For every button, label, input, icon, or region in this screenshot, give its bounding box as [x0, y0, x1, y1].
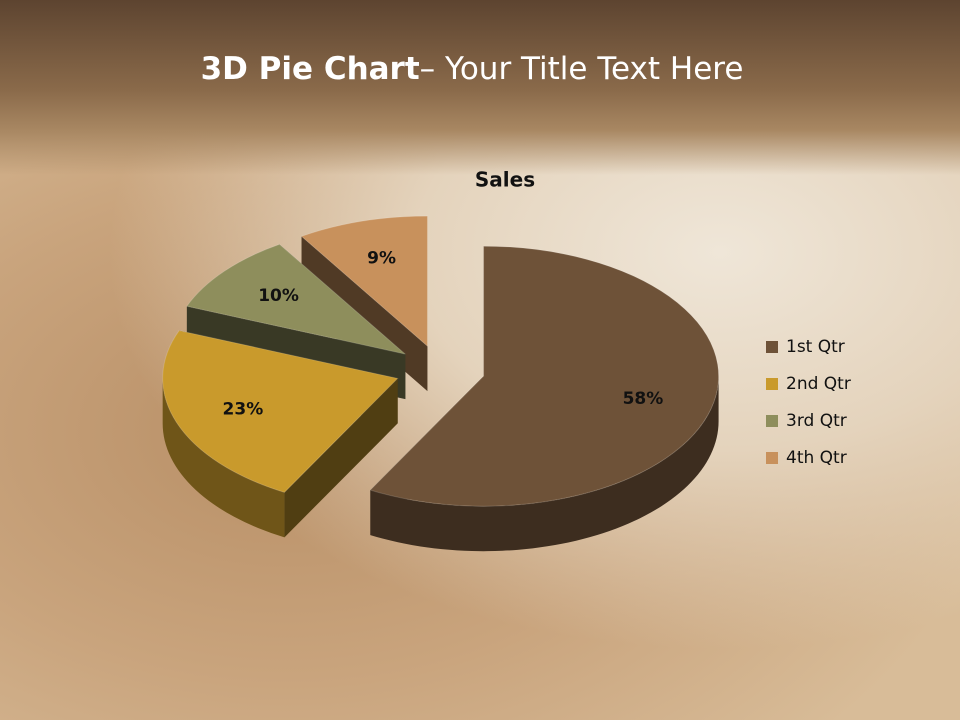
legend-label: 3rd Qtr [786, 411, 847, 431]
data-label: 58% [623, 389, 664, 409]
slice [185, 243, 406, 355]
legend-label: 4th Qtr [786, 448, 847, 468]
slice [369, 245, 720, 507]
data-label: 23% [223, 399, 264, 419]
pie: 9% 10% 58% 23% [162, 215, 720, 552]
legend-swatch [766, 452, 778, 464]
legend: 1st Qtr 2nd Qtr 3rd Qtr 4th Qtr [766, 337, 851, 468]
slice-side [370, 376, 719, 552]
title-rest: – Your Title Text Here [420, 51, 744, 87]
slice-wall [284, 378, 398, 538]
data-label: 10% [258, 286, 299, 306]
legend-swatch [766, 378, 778, 390]
chart-title: Sales [475, 168, 535, 192]
slice-side [162, 378, 285, 538]
slice [162, 330, 399, 493]
legend-swatch [766, 415, 778, 427]
title-bold: 3D Pie Chart [201, 51, 420, 87]
data-label: 9% [367, 249, 396, 269]
legend-swatch [766, 341, 778, 353]
legend-label: 2nd Qtr [786, 374, 851, 394]
slide-title: 3D Pie Chart– Your Title Text Here [201, 51, 744, 87]
slice [300, 215, 428, 348]
legend-label: 1st Qtr [786, 337, 845, 357]
